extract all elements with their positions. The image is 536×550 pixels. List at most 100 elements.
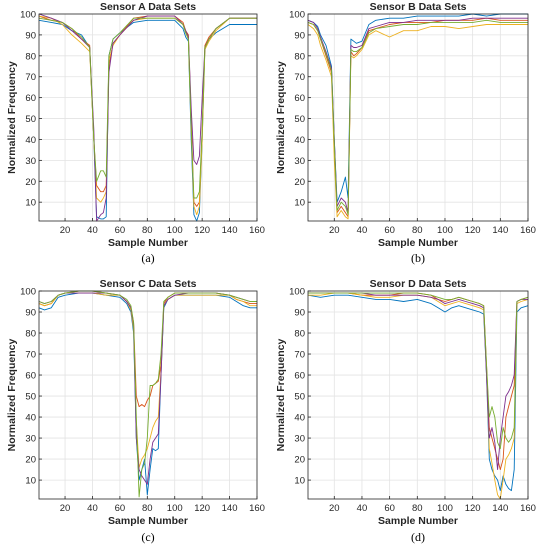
y-tick-label: 70 (25, 72, 36, 83)
panel-a: 20 40 60 80 100 120 140 160 10 20 30 40 50 60 70 80 90 10… (6, 1, 265, 265)
y-tick-label: 20 (294, 177, 305, 188)
x-tick-label: 40 (357, 225, 368, 236)
y-tick-label: 70 (294, 72, 305, 83)
x-tick-label: 40 (87, 225, 98, 236)
x-tick-label: 160 (520, 225, 536, 236)
series-line-3 (308, 292, 529, 500)
panel-caption: (c) (141, 530, 154, 544)
y-tick-label: 10 (294, 476, 305, 487)
panel-caption: (b) (411, 251, 425, 265)
x-tick-label: 140 (222, 225, 238, 236)
axes-frame (38, 13, 258, 222)
y-tick-label: 70 (294, 350, 305, 361)
y-tick-label: 80 (294, 51, 305, 62)
y-tick-label: 40 (25, 135, 36, 146)
y-tick-label: 100 (289, 287, 305, 298)
plot-area (39, 291, 257, 499)
panel-d: 20 40 60 80 100 120 140 160 10 20 30 40 50 60 70 80 90 10… (275, 278, 536, 544)
y-tick-label: 90 (25, 30, 36, 41)
axes-frame (38, 290, 258, 500)
y-tick-label: 30 (294, 434, 305, 445)
y-axis-label: Normalized Frequency (6, 61, 18, 174)
plot-area (39, 14, 257, 221)
series-line-4 (308, 292, 528, 471)
y-tick-label: 40 (25, 413, 36, 424)
series-line-1 (307, 13, 528, 203)
x-tick-label: 80 (412, 503, 423, 514)
y-tick-label: 30 (25, 434, 36, 445)
y-tick-label: 70 (25, 350, 36, 361)
y-axis-label: Normalized Frequency (6, 339, 18, 452)
series-line-2 (307, 17, 528, 218)
panel-c: 20 40 60 80 100 120 140 160 10 20 30 40 50 60 70 80 90 10… (6, 278, 265, 544)
plot-area (308, 291, 528, 499)
x-tick-label: 140 (222, 503, 238, 514)
x-tick-label: 120 (465, 225, 481, 236)
x-tick-label: 60 (115, 503, 126, 514)
series-line-5 (308, 292, 529, 450)
x-tick-label: 60 (115, 225, 126, 236)
y-tick-label: 100 (289, 10, 305, 21)
y-tick-label: 90 (294, 30, 305, 41)
x-tick-label: 20 (329, 503, 340, 514)
y-tick-label: 100 (20, 287, 36, 298)
y-tick-label: 80 (25, 329, 36, 340)
x-tick-label: 20 (60, 225, 71, 236)
panel-caption: (d) (411, 530, 425, 544)
y-axis-label: Normalized Frequency (275, 339, 287, 452)
x-tick-label: 60 (384, 503, 395, 514)
y-tick-label: 30 (294, 156, 305, 167)
axes-frame (307, 290, 529, 500)
y-tick-label: 60 (294, 93, 305, 104)
series-line-3 (307, 24, 528, 220)
y-tick-label: 30 (25, 156, 36, 167)
y-tick-label: 80 (294, 329, 305, 340)
y-tick-label: 90 (25, 308, 36, 319)
chart-title: Sensor B Data Sets (370, 1, 467, 13)
y-tick-label: 60 (25, 93, 36, 104)
panel-b: 20 40 60 80 100 120 140 160 10 20 30 40 50 60 70 80 90 10… (275, 1, 536, 265)
x-tick-label: 60 (384, 225, 395, 236)
y-tick-label: 10 (25, 476, 36, 487)
x-tick-label: 120 (465, 503, 481, 514)
chart-title: Sensor C Data Sets (100, 278, 197, 290)
x-tick-label: 120 (194, 503, 210, 514)
y-tick-label: 80 (25, 51, 36, 62)
y-tick-label: 10 (25, 198, 36, 209)
series-line-4 (307, 17, 528, 214)
y-tick-label: 40 (294, 413, 305, 424)
y-tick-label: 40 (294, 135, 305, 146)
y-tick-label: 60 (294, 371, 305, 382)
y-tick-label: 20 (294, 455, 305, 466)
y-tick-label: 100 (20, 10, 36, 21)
y-tick-label: 20 (25, 177, 36, 188)
y-tick-label: 50 (25, 392, 36, 403)
y-tick-label: 50 (25, 114, 36, 125)
y-tick-label: 50 (294, 392, 305, 403)
x-tick-label: 100 (167, 225, 183, 236)
x-tick-label: 80 (142, 225, 153, 236)
chart-title: Sensor A Data Sets (100, 1, 196, 13)
y-tick-label: 90 (294, 308, 305, 319)
y-axis-label: Normalized Frequency (275, 61, 287, 174)
x-tick-label: 20 (60, 503, 71, 514)
x-axis-label: Sample Number (378, 515, 458, 527)
series-line-1 (307, 294, 529, 492)
y-tick-label: 10 (294, 198, 305, 209)
x-axis-label: Sample Number (378, 237, 458, 249)
x-tick-label: 100 (437, 503, 453, 514)
y-tick-label: 60 (25, 371, 36, 382)
x-tick-label: 80 (142, 503, 153, 514)
axes-frame (307, 13, 529, 222)
x-tick-label: 140 (492, 225, 508, 236)
x-tick-label: 160 (249, 225, 265, 236)
plot-area (308, 14, 528, 221)
x-tick-label: 100 (437, 225, 453, 236)
series-line-5 (307, 19, 528, 216)
chart-title: Sensor D Data Sets (370, 278, 467, 290)
x-tick-label: 160 (520, 503, 536, 514)
x-axis-label: Sample Number (108, 515, 188, 527)
series-line-5 (38, 17, 257, 199)
x-tick-label: 100 (167, 503, 183, 514)
